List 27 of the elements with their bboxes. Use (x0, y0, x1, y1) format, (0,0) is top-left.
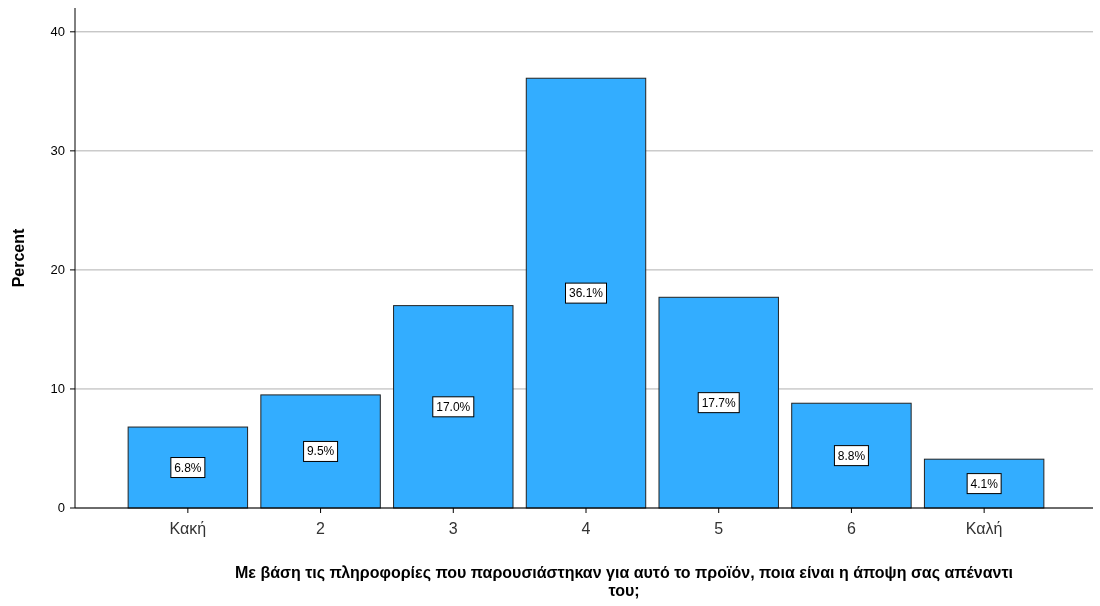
data-label: 36.1% (568, 286, 604, 301)
bar (658, 296, 779, 509)
bar (791, 402, 912, 509)
x-tick-label: 4 (581, 520, 591, 537)
y-axis-title: Percent (10, 227, 27, 288)
y-tick-label: 30 (50, 142, 65, 158)
data-label: 8.8% (837, 448, 866, 463)
y-tick-label: 40 (50, 23, 65, 39)
data-label: 17.7% (701, 395, 737, 410)
x-tick-label: 6 (846, 520, 856, 537)
data-label: 4.1% (970, 476, 999, 491)
x-tick-label: 2 (316, 520, 326, 537)
x-tick-label: 5 (714, 520, 724, 537)
bar (260, 394, 381, 509)
data-label: 9.5% (306, 444, 335, 459)
x-axis-title: Με βάση τις πληροφορίες που παρουσιάστηκαν για αυτό το προϊόν, ποια είναι η άποψη σας απέναντι του; (235, 564, 1013, 599)
x-tick-label: 3 (448, 520, 458, 537)
x-tick-label: Καλή (965, 520, 1003, 537)
bar (393, 305, 514, 509)
y-tick-label: 20 (50, 261, 65, 277)
bar (525, 77, 647, 509)
data-label: 6.8% (174, 460, 202, 475)
data-label: 17.0% (436, 399, 471, 414)
y-tick-label: 10 (50, 380, 65, 396)
y-tick-label: 0 (57, 500, 65, 515)
x-tick-label: Κακή (169, 520, 207, 537)
bar (127, 426, 249, 509)
